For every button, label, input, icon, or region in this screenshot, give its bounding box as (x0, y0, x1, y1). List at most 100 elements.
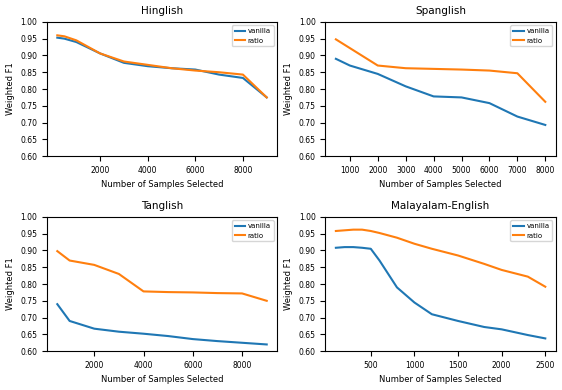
ratio (239, 291, 246, 296)
vanilla (458, 95, 465, 100)
vanilla (168, 66, 175, 71)
ratio (121, 59, 128, 64)
vanilla (192, 67, 199, 72)
Title: Spanglish: Spanglish (415, 5, 466, 16)
vanilla (239, 76, 246, 80)
vanilla (411, 300, 418, 305)
Line: vanilla: vanilla (57, 304, 267, 344)
ratio (385, 233, 392, 238)
ratio (346, 46, 353, 50)
ratio (54, 249, 61, 254)
ratio (458, 67, 465, 72)
Legend: vanilla, ratio: vanilla, ratio (232, 220, 274, 241)
ratio (214, 291, 221, 296)
vanilla (430, 94, 437, 99)
ratio (333, 37, 339, 42)
Y-axis label: Weighted F1: Weighted F1 (6, 63, 15, 115)
Title: Malayalam-English: Malayalam-English (392, 200, 490, 211)
vanilla (359, 245, 365, 250)
ratio (393, 235, 400, 240)
ratio (402, 66, 409, 71)
ratio (359, 227, 365, 232)
ratio (189, 290, 196, 295)
vanilla (264, 95, 270, 100)
Legend: vanilla, ratio: vanilla, ratio (510, 25, 552, 46)
ratio (486, 68, 493, 73)
vanilla (402, 84, 409, 89)
vanilla (239, 340, 246, 345)
vanilla (346, 63, 353, 68)
Line: vanilla: vanilla (336, 247, 545, 339)
ratio (61, 34, 68, 39)
ratio (165, 290, 171, 294)
ratio (264, 298, 270, 303)
X-axis label: Number of Samples Selected: Number of Samples Selected (101, 376, 223, 385)
Line: ratio: ratio (57, 35, 267, 98)
vanilla (374, 72, 381, 76)
ratio (239, 72, 246, 77)
vanilla (165, 334, 171, 339)
vanilla (542, 336, 549, 341)
vanilla (350, 245, 357, 250)
vanilla (216, 72, 223, 77)
vanilla (73, 40, 80, 44)
X-axis label: Number of Samples Selected: Number of Samples Selected (379, 181, 502, 190)
vanilla (498, 327, 505, 332)
ratio (144, 62, 151, 67)
ratio (192, 68, 199, 73)
ratio (514, 71, 521, 76)
vanilla (264, 342, 270, 347)
vanilla (144, 64, 151, 69)
vanilla (481, 324, 488, 329)
vanilla (455, 319, 461, 323)
ratio (264, 95, 270, 100)
vanilla (189, 337, 196, 341)
vanilla (91, 326, 98, 331)
Line: ratio: ratio (57, 251, 267, 301)
ratio (455, 253, 461, 258)
ratio (376, 230, 383, 235)
Y-axis label: Weighted F1: Weighted F1 (6, 258, 15, 310)
vanilla (54, 302, 61, 307)
Line: vanilla: vanilla (57, 38, 267, 98)
ratio (97, 51, 103, 56)
ratio (524, 274, 531, 279)
vanilla (61, 36, 68, 41)
ratio (341, 228, 348, 233)
vanilla (121, 60, 128, 65)
vanilla (341, 245, 348, 250)
ratio (54, 33, 61, 38)
ratio (333, 229, 339, 233)
vanilla (140, 332, 147, 336)
Title: Hinglish: Hinglish (141, 5, 183, 16)
vanilla (542, 122, 549, 127)
vanilla (214, 339, 221, 344)
vanilla (368, 246, 374, 251)
ratio (216, 70, 223, 74)
vanilla (376, 258, 383, 263)
vanilla (393, 285, 400, 290)
ratio (428, 246, 435, 251)
Y-axis label: Weighted F1: Weighted F1 (284, 258, 293, 310)
ratio (481, 262, 488, 266)
ratio (140, 289, 147, 294)
Line: ratio: ratio (336, 230, 545, 287)
vanilla (385, 271, 392, 276)
X-axis label: Number of Samples Selected: Number of Samples Selected (101, 181, 223, 190)
ratio (411, 241, 418, 246)
vanilla (333, 57, 339, 61)
ratio (168, 66, 175, 71)
vanilla (116, 330, 123, 334)
ratio (91, 262, 98, 267)
ratio (350, 227, 357, 232)
vanilla (54, 35, 61, 40)
ratio (498, 268, 505, 272)
ratio (116, 271, 123, 276)
ratio (368, 229, 374, 233)
vanilla (524, 333, 531, 337)
vanilla (66, 319, 73, 323)
ratio (542, 284, 549, 289)
Y-axis label: Weighted F1: Weighted F1 (284, 63, 293, 115)
Legend: vanilla, ratio: vanilla, ratio (510, 220, 552, 241)
Legend: vanilla, ratio: vanilla, ratio (232, 25, 274, 46)
